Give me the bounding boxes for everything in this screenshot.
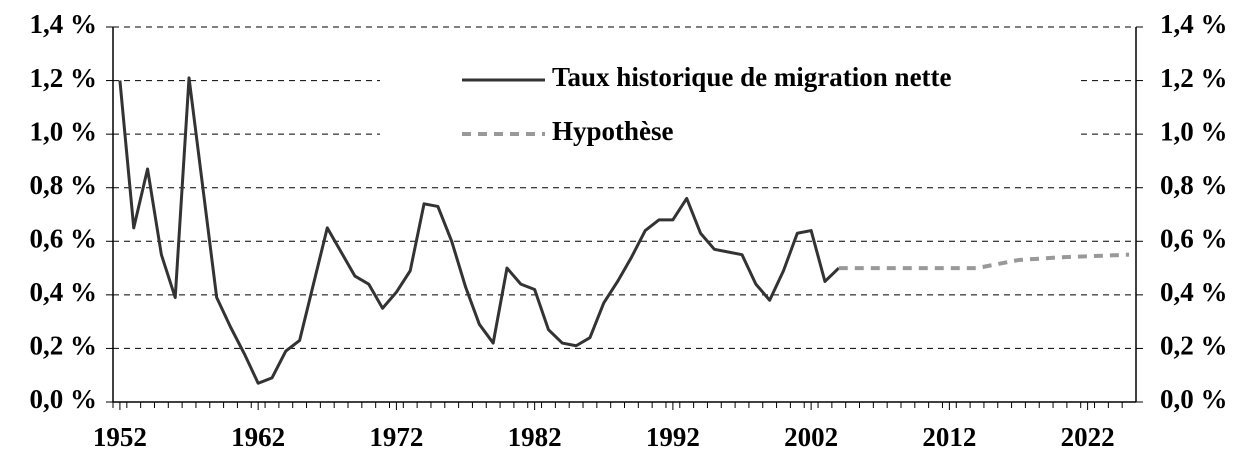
legend-label: Hypothèse — [552, 116, 674, 146]
y2-tick-label: 0,8 % — [1160, 170, 1228, 200]
y-tick-label: 1,4 % — [30, 9, 98, 39]
y-tick-label: 1,2 % — [30, 63, 98, 93]
y2-tick-label: 1,4 % — [1160, 9, 1228, 39]
y-tick-label: 0,8 % — [30, 170, 98, 200]
y2-tick-label: 0,6 % — [1160, 223, 1228, 253]
line-series — [118, 76, 840, 385]
x-tick-label: 1962 — [231, 422, 285, 452]
x-tick-label: 2012 — [922, 422, 976, 452]
y-tick-label: 0,6 % — [30, 223, 98, 253]
legend-label: Taux historique de migration nette — [552, 62, 952, 92]
x-tick-label: 1952 — [93, 422, 147, 452]
x-tick-label: 2002 — [784, 422, 838, 452]
y2-tick-label: 0,0 % — [1160, 384, 1228, 414]
y-tick-label: 0,4 % — [30, 277, 98, 307]
line-series — [838, 252, 1130, 271]
y2-tick-label: 1,2 % — [1160, 63, 1228, 93]
legend-box — [380, 55, 1080, 160]
x-tick-label: 2022 — [1061, 422, 1115, 452]
y-tick-label: 0,2 % — [30, 331, 98, 361]
x-tick-label: 1992 — [646, 422, 700, 452]
y2-tick-label: 1,0 % — [1160, 116, 1228, 146]
y2-tick-label: 0,4 % — [1160, 277, 1228, 307]
y-tick-label: 1,0 % — [30, 116, 98, 146]
x-tick-label: 1982 — [508, 422, 562, 452]
x-tick-label: 1972 — [369, 422, 423, 452]
y-tick-label: 0,0 % — [30, 384, 98, 414]
y2-tick-label: 0,2 % — [1160, 331, 1228, 361]
